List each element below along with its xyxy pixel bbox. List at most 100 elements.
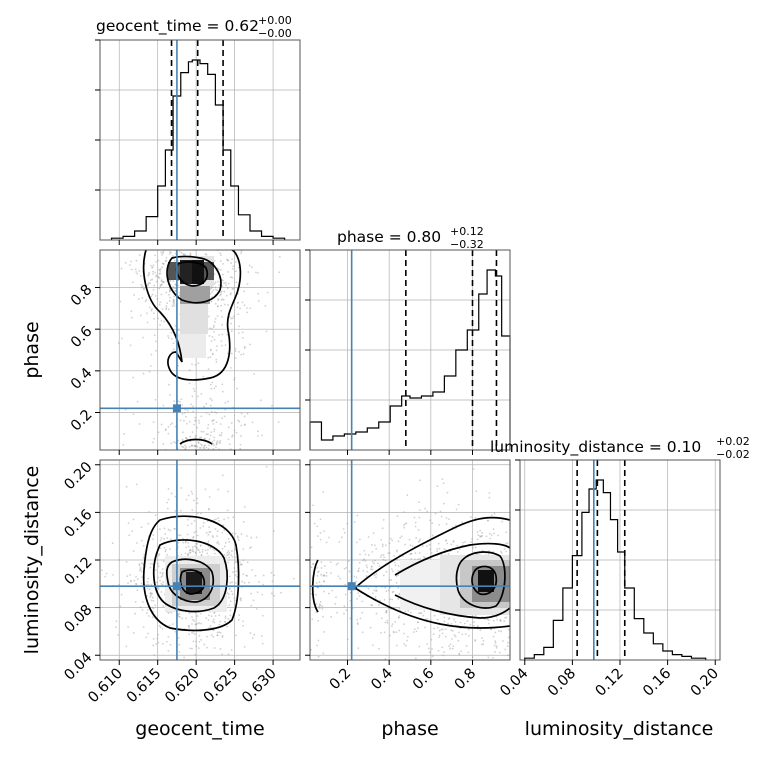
scatter-point [461,633,464,636]
scatter-point [217,298,220,301]
scatter-point [149,246,151,248]
scatter-point [119,605,122,608]
scatter-point [422,694,424,696]
scatter-point [202,446,205,449]
scatter-point [417,529,420,531]
scatter-point [436,548,438,550]
scatter-point [386,619,389,622]
scatter-point [142,556,145,559]
scatter-point [174,252,177,255]
scatter-point [148,282,150,284]
scatter-point [163,232,165,234]
scatter-point [428,543,431,546]
scatter-point [248,547,251,549]
scatter-point [222,279,224,282]
scatter-point [481,534,484,537]
scatter-point [479,529,482,532]
scatter-point [200,512,202,515]
scatter-point [167,432,170,435]
scatter-point [536,572,538,574]
scatter-point [230,262,232,264]
scatter-point [166,507,169,510]
scatter-point [516,592,518,594]
scatter-point [446,491,449,494]
scatter-point [227,438,230,441]
scatter-point [447,618,450,620]
scatter-point [215,451,217,453]
scatter-point [232,287,235,290]
scatter-point [193,531,196,534]
scatter-point [211,440,214,443]
scatter-point [242,353,245,355]
scatter-point [436,485,439,488]
scatter-point [415,630,418,633]
scatter-point [208,444,210,447]
scatter-point [250,546,253,549]
scatter-point [194,551,197,554]
scatter-point [160,537,163,539]
scatter-point [150,264,152,267]
scatter-point [565,580,567,582]
scatter-point [178,612,181,615]
scatter-point [203,445,206,447]
scatter-point [221,547,224,550]
scatter-point [228,551,231,554]
scatter-point [488,622,490,625]
scatter-point [188,549,191,552]
scatter-point [187,524,189,527]
scatter-point [125,485,128,488]
scatter-point [387,552,390,554]
y-tick-label: 0.2 [68,407,96,435]
scatter-point [329,561,332,564]
scatter-point [191,363,193,366]
scatter-point [183,656,186,659]
scatter-point [240,597,242,600]
title-geocent-time-minus: −0.00 [258,27,292,40]
scatter-point [365,564,368,567]
scatter-point [119,300,122,303]
scatter-point [230,590,233,593]
scatter-point [373,589,376,592]
scatter-point [166,537,169,539]
scatter-point [437,649,440,652]
scatter-point [239,435,242,437]
scatter-point [312,563,314,566]
hist-step [309,269,511,450]
scatter-point [138,423,141,425]
scatter-point [567,554,569,556]
scatter-point [505,550,507,553]
scatter-point [212,326,215,329]
scatter-point [154,604,156,607]
scatter-point [151,293,154,296]
scatter-point [514,541,516,543]
hist-grid [100,40,300,240]
scatter-point [198,446,201,449]
scatter-point [160,576,163,578]
scatter-point [488,532,491,535]
scatter-point [240,563,243,566]
scatter-point [139,567,142,569]
scatter-point [165,308,167,311]
scatter-point [266,291,269,294]
scatter-point [181,445,184,448]
scatter-point [388,579,391,581]
scatter-point [494,640,497,642]
scatter-point [474,638,477,641]
scatter-point [207,540,210,543]
scatter-point [208,438,211,441]
scatter-point [403,632,405,635]
scatter-point [385,609,388,612]
scatter-point [292,577,295,580]
scatter-point [161,308,164,311]
scatter-point [311,618,314,621]
scatter-point [233,376,236,379]
scatter-point [359,553,361,556]
scatter-point [384,586,387,589]
x-tick-label: 0.20 [688,666,722,700]
scatter-point [188,626,191,629]
scatter-point [141,297,144,299]
scatter-point [214,288,217,291]
scatter-point [210,615,213,618]
scatter-point [218,268,220,271]
